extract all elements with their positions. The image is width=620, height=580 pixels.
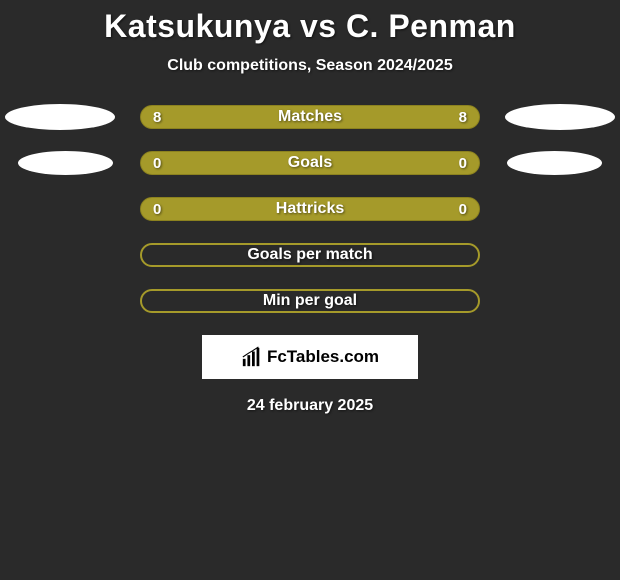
stat-row-goals-per-match: Goals per match (0, 243, 620, 267)
stat-bar-min-per-goal: Min per goal (140, 289, 480, 313)
stat-label: Goals per match (247, 246, 372, 264)
stat-bar-goals-per-match: Goals per match (140, 243, 480, 267)
logo-text: FcTables.com (267, 347, 379, 367)
player-left-marker (18, 151, 113, 175)
player-right-marker (507, 151, 602, 175)
stat-bar-matches: 8 Matches 8 (140, 105, 480, 129)
player-right-marker (505, 104, 615, 130)
stat-label: Matches (278, 108, 342, 126)
stat-right-value: 0 (459, 201, 467, 218)
stat-row-matches: 8 Matches 8 (0, 105, 620, 129)
stat-bar-hattricks: 0 Hattricks 0 (140, 197, 480, 221)
page-title: Katsukunya vs C. Penman (104, 8, 516, 45)
comparison-widget: Katsukunya vs C. Penman Club competition… (0, 0, 620, 580)
page-subtitle: Club competitions, Season 2024/2025 (167, 57, 452, 75)
stat-right-value: 8 (459, 109, 467, 126)
stat-left-value: 8 (153, 109, 161, 126)
stat-left-value: 0 (153, 155, 161, 172)
stat-bar-goals: 0 Goals 0 (140, 151, 480, 175)
player-left-marker (5, 104, 115, 130)
stat-row-min-per-goal: Min per goal (0, 289, 620, 313)
date-text: 24 february 2025 (247, 397, 373, 415)
bar-chart-icon (241, 346, 263, 368)
stat-right-value: 0 (459, 155, 467, 172)
stats-area: 8 Matches 8 0 Goals 0 0 Hattricks 0 (0, 105, 620, 313)
stat-label: Goals (288, 154, 332, 172)
stat-row-hattricks: 0 Hattricks 0 (0, 197, 620, 221)
stat-label: Hattricks (276, 200, 344, 218)
logo-box[interactable]: FcTables.com (202, 335, 418, 379)
stat-left-value: 0 (153, 201, 161, 218)
stat-row-goals: 0 Goals 0 (0, 151, 620, 175)
stat-label: Min per goal (263, 292, 357, 310)
